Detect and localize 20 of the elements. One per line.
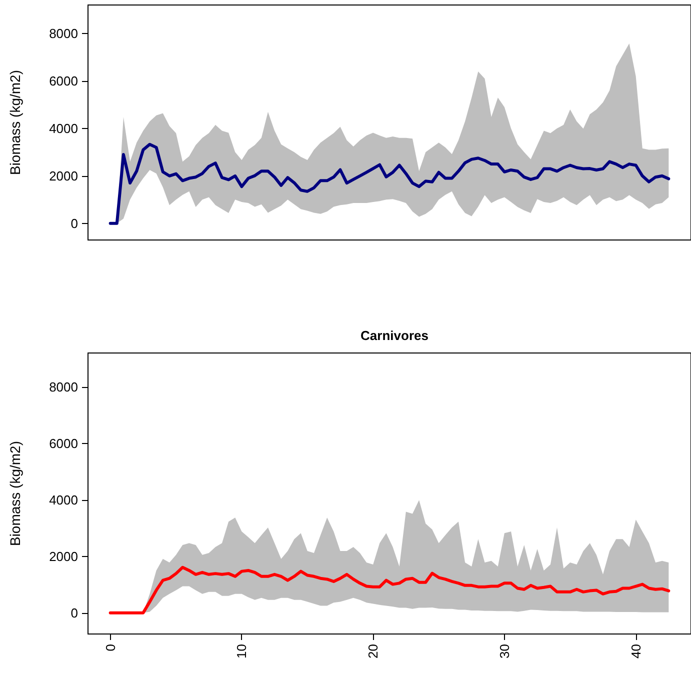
x-tick-label: 0 <box>102 644 118 652</box>
y-axis-title: Biomass (kg/m2) <box>7 70 23 176</box>
y-tick-label: 4000 <box>49 492 78 508</box>
y-tick-label: 0 <box>70 605 78 620</box>
y-axis-title: Biomass (kg/m2) <box>7 440 23 546</box>
y-tick-label: 2000 <box>49 168 78 184</box>
y-tick-label: 8000 <box>49 379 78 394</box>
y-tick-label: 8000 <box>49 26 78 41</box>
y-tick-label: 4000 <box>49 120 78 136</box>
chart-title: Carnivores <box>360 328 428 343</box>
y-tick-label: 0 <box>70 216 78 231</box>
y-tick-label: 2000 <box>49 548 78 564</box>
x-tick-label: 10 <box>234 644 250 658</box>
x-tick-label: 40 <box>628 644 644 658</box>
line-series <box>108 566 670 614</box>
x-tick-label: 20 <box>366 644 381 658</box>
y-tick-label: 6000 <box>49 73 78 88</box>
line-series <box>108 142 670 225</box>
x-tick-label: 30 <box>496 644 512 658</box>
y-tick-label: 6000 <box>49 436 78 451</box>
